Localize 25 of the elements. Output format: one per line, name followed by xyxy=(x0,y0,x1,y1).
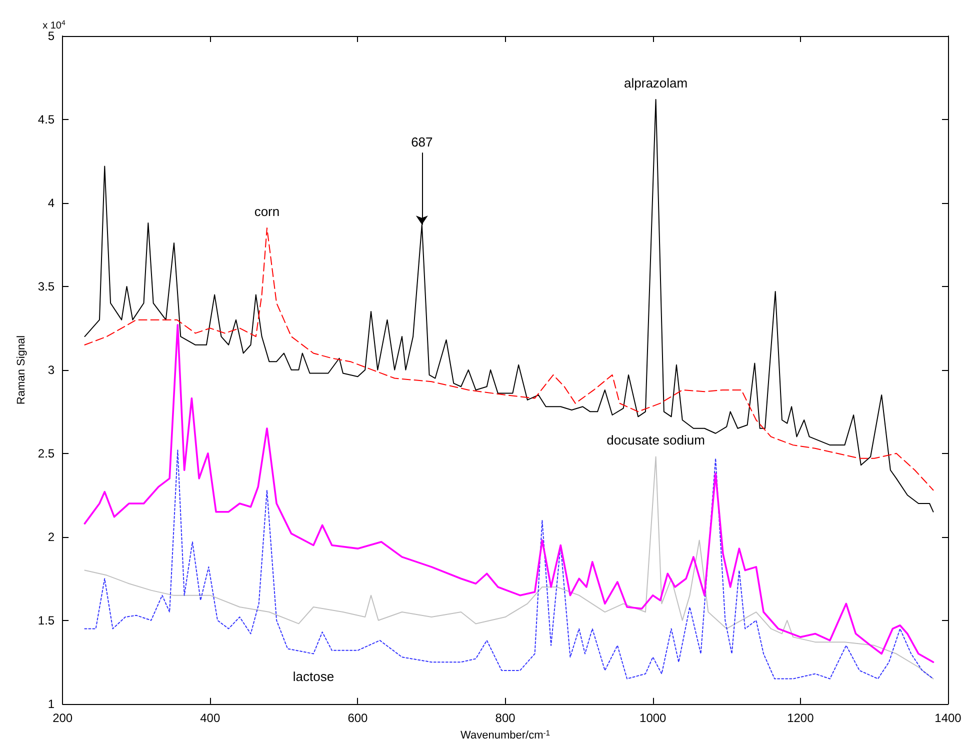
x-tick-label: 400 xyxy=(200,710,220,725)
y-tick-label: 5 xyxy=(48,29,55,43)
y-tick-label: 1.5 xyxy=(38,613,55,628)
y-tick-label: 2.5 xyxy=(38,446,55,460)
x-tick-label: 1200 xyxy=(787,710,814,725)
x-tick-label: 200 xyxy=(52,710,73,725)
y-axis-title: Raman Signal xyxy=(16,335,28,404)
annotation: 687 xyxy=(411,134,433,150)
annotation: corn xyxy=(254,204,280,220)
y-tick-label: 3 xyxy=(48,362,55,377)
x-tick-label: 600 xyxy=(348,710,368,725)
annotation: docusate sodium xyxy=(606,432,705,448)
x-tick-label: 800 xyxy=(495,710,516,725)
y-tick-label: 2 xyxy=(48,530,55,544)
x-tick-label: 1000 xyxy=(640,710,667,725)
y-tick-label: 1 xyxy=(48,696,55,711)
x-tick-label: 1400 xyxy=(934,710,962,725)
line-series xyxy=(84,324,934,664)
annotation: lactose xyxy=(292,668,334,684)
y-tick-label: 4.5 xyxy=(38,112,55,126)
y-tick-label: 4 xyxy=(48,196,55,210)
y-tick-label: 3.5 xyxy=(38,279,55,294)
line-series xyxy=(84,98,934,512)
annotation: alprazolam xyxy=(624,75,688,90)
line-series xyxy=(84,228,934,491)
